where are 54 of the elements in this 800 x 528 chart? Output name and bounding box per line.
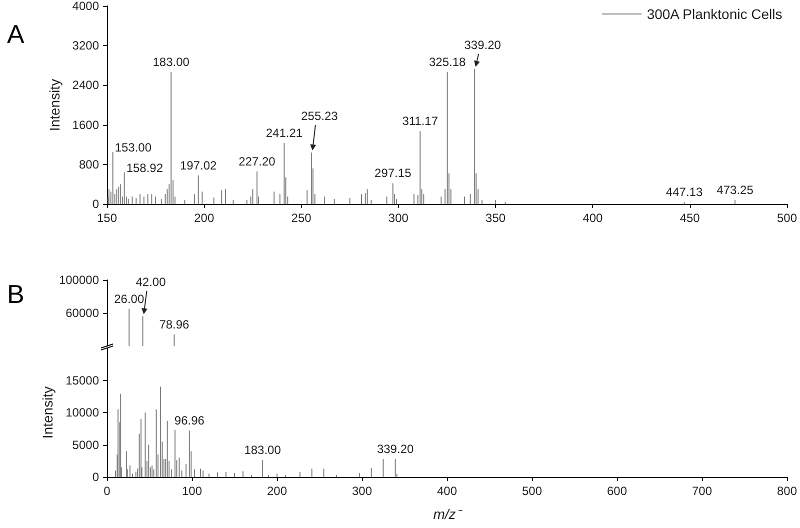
y-tick-label: 0	[92, 197, 100, 211]
x-tick-label: 100	[182, 484, 202, 498]
chart-title: B	[7, 279, 24, 309]
annotation: 183.00	[152, 54, 190, 69]
x-tick-label: 200	[194, 211, 214, 225]
annotation: 311.17	[402, 114, 438, 128]
annotation: 255.23	[301, 109, 338, 124]
y-tick-label: 10000	[66, 406, 100, 420]
annotation: 447.13	[666, 185, 703, 200]
y-axis-title: Intensity	[46, 78, 62, 132]
annotation: 197.02	[180, 158, 218, 172]
annotation: 158.92	[126, 160, 164, 175]
x-tick-label: 300	[352, 484, 372, 498]
legend-label: 300A Planktonic Cells	[646, 6, 782, 22]
y-tick-label: 1600	[72, 118, 100, 132]
y-tick-label: 5000	[72, 438, 100, 452]
y-tick-label: 3200	[72, 38, 100, 53]
annotation: 325.18	[428, 54, 466, 69]
y-tick-label: 2400	[72, 78, 100, 92]
x-tick-label: 700	[692, 484, 712, 498]
y-tick-label: 15000	[66, 373, 100, 388]
x-tick-label: 0	[104, 484, 111, 498]
y-tick-label: 100000	[58, 273, 100, 287]
x-tick-label: 500	[776, 211, 798, 225]
annotation: 473.25	[716, 183, 754, 198]
x-tick-label: 800	[776, 484, 798, 498]
x-tick-label: 200	[266, 484, 288, 498]
annotation: 26.00	[114, 292, 144, 306]
text: A	[7, 19, 25, 49]
annotation: 297.15	[374, 166, 412, 180]
annotation: 241.21	[266, 126, 303, 140]
x-tick-label: 600	[606, 484, 628, 498]
annotation: 183.00	[244, 443, 282, 458]
x-tick-label: 150	[96, 211, 118, 225]
x-tick-label: 450	[680, 211, 700, 225]
annotation: 42.00	[136, 274, 166, 289]
annotation: 153.00	[114, 140, 152, 155]
y-tick-label: 800	[78, 157, 100, 172]
x-tick-label: 300	[388, 211, 409, 225]
annotation: 96.96	[174, 414, 205, 428]
x-tick-label: 500	[522, 484, 542, 498]
annotation: 227.20	[238, 154, 276, 168]
x-tick-label: 350	[486, 211, 506, 225]
x-axis-title: m/z⁻	[433, 506, 463, 522]
y-axis-title: Intensity	[40, 386, 56, 439]
y-tick-label: 60000	[66, 306, 100, 320]
annotation: 339.20	[376, 442, 414, 456]
annotation: 78.96	[159, 317, 190, 332]
x-tick-label: 400	[582, 211, 604, 225]
x-tick-label: 250	[291, 211, 312, 225]
x-tick-label: 400	[436, 484, 458, 498]
y-tick-label: 0	[92, 470, 100, 484]
annotation: 339.20	[464, 38, 502, 52]
y-tick-label: 4000	[72, 0, 100, 13]
